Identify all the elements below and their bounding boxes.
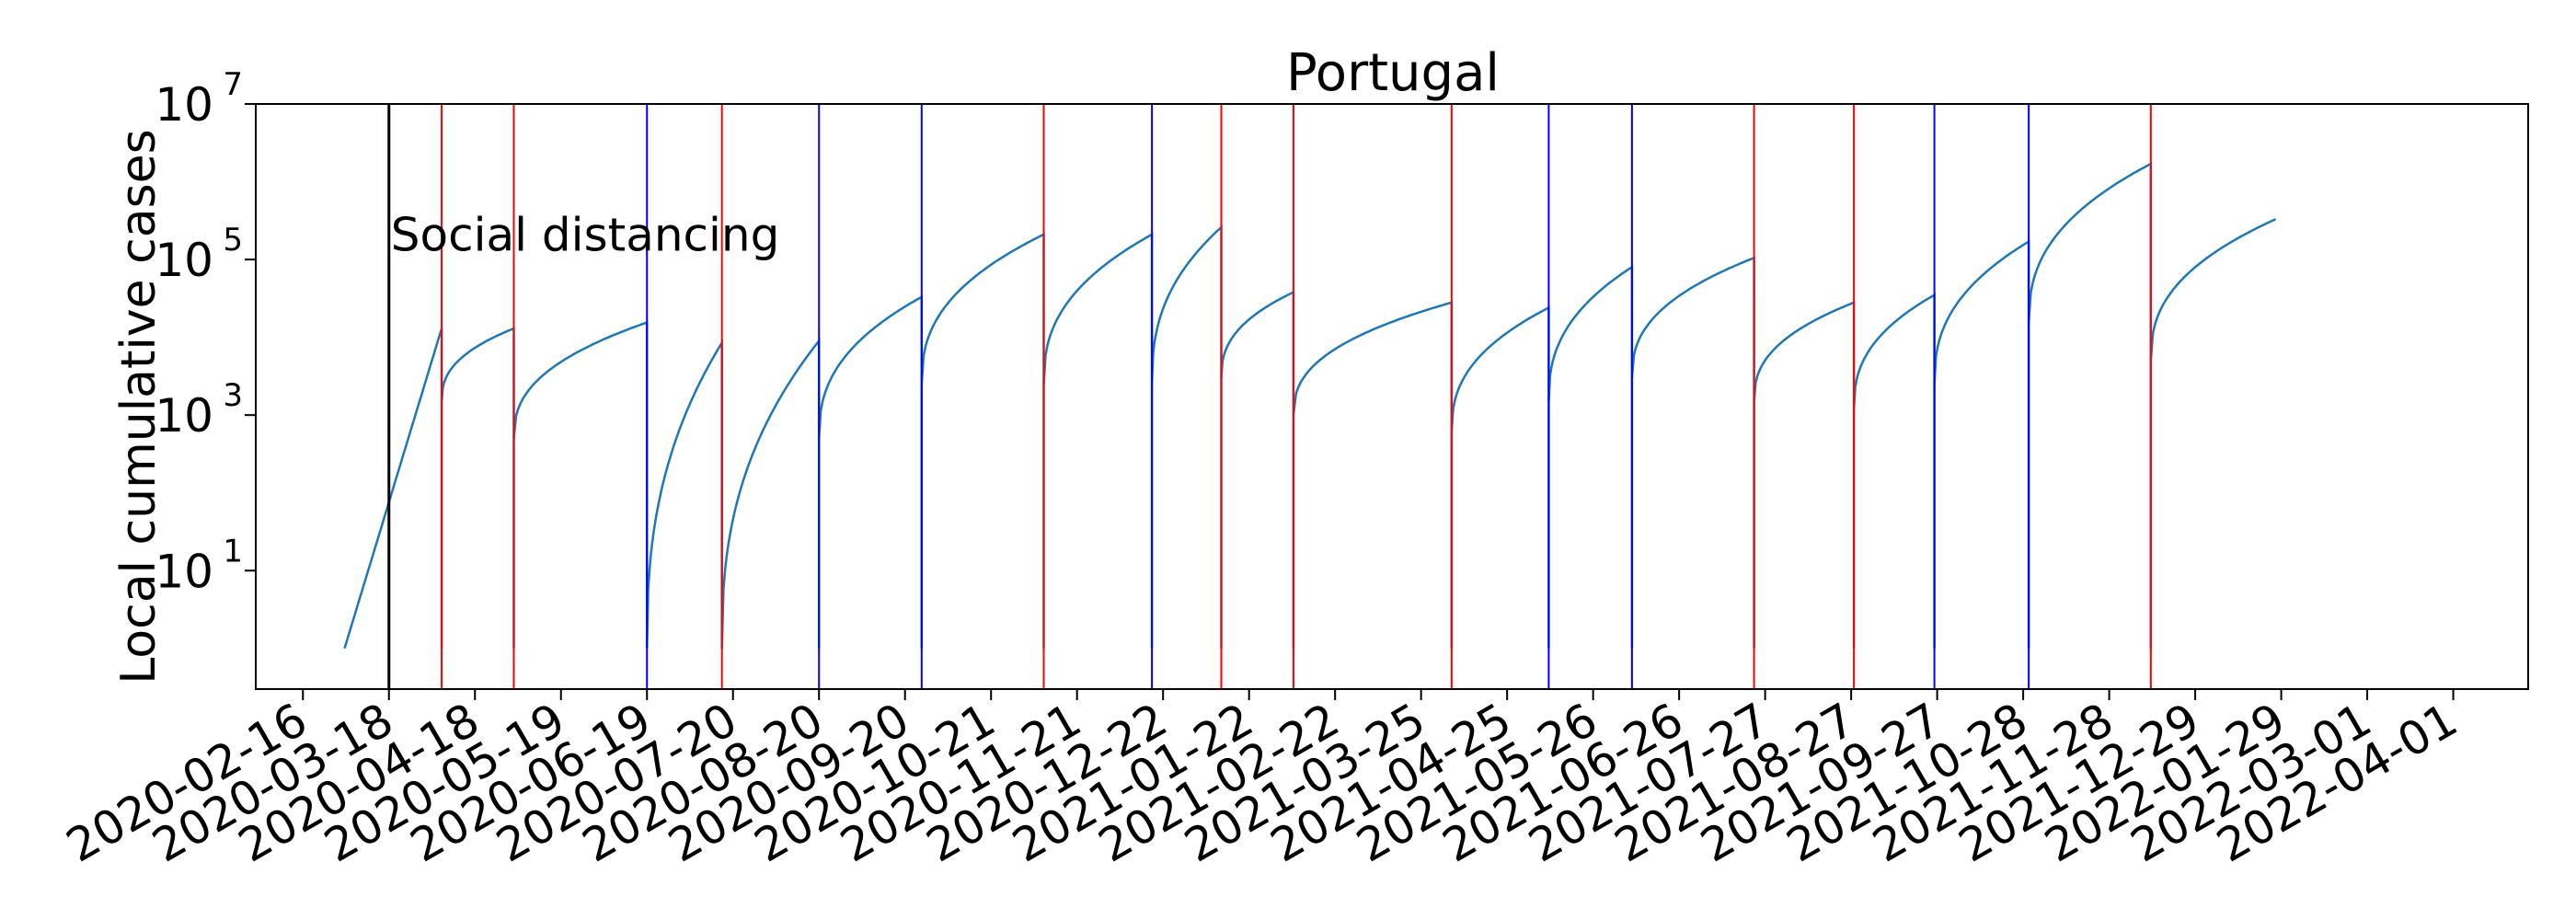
series-segment: [1753, 300, 1856, 649]
series-segment: [343, 328, 443, 650]
series-segment: [512, 320, 649, 649]
y-tick-label: 10: [155, 234, 213, 287]
y-tick-exponent: 1: [223, 533, 243, 569]
series-segment: [1150, 224, 1223, 649]
series-segment: [920, 232, 1045, 649]
series-segment: [1292, 301, 1454, 649]
y-tick-exponent: 7: [223, 66, 243, 103]
series-layer: [343, 162, 2277, 650]
series-segment: [720, 337, 821, 649]
series-segment: [1630, 256, 1755, 649]
series-segment: [1852, 293, 1936, 649]
series-segment: [1547, 264, 1634, 649]
series-segment: [817, 294, 924, 649]
series-segment: [1220, 290, 1295, 649]
series-segment: [645, 339, 723, 649]
series-segment: [2149, 218, 2277, 362]
social-distancing-annotation: Social distancing: [391, 209, 780, 262]
series-segment: [1042, 232, 1154, 649]
y-tick-exponent: 5: [223, 222, 243, 259]
plot-frame: [255, 103, 2529, 690]
chart-title: Portugal: [1286, 43, 1500, 103]
series-segment: [1933, 239, 2030, 649]
series-segment: [440, 327, 515, 649]
series-segment: [2027, 162, 2153, 649]
y-tick-exponent: 3: [223, 377, 243, 414]
y-axis-label: Local cumulative cases: [111, 129, 167, 684]
y-tick-label: 10: [155, 389, 213, 443]
series-segment: [1450, 305, 1550, 649]
y-tick-label: 10: [155, 78, 213, 132]
y-tick-label: 10: [155, 545, 213, 598]
vertical-lines-layer: [387, 104, 2152, 689]
